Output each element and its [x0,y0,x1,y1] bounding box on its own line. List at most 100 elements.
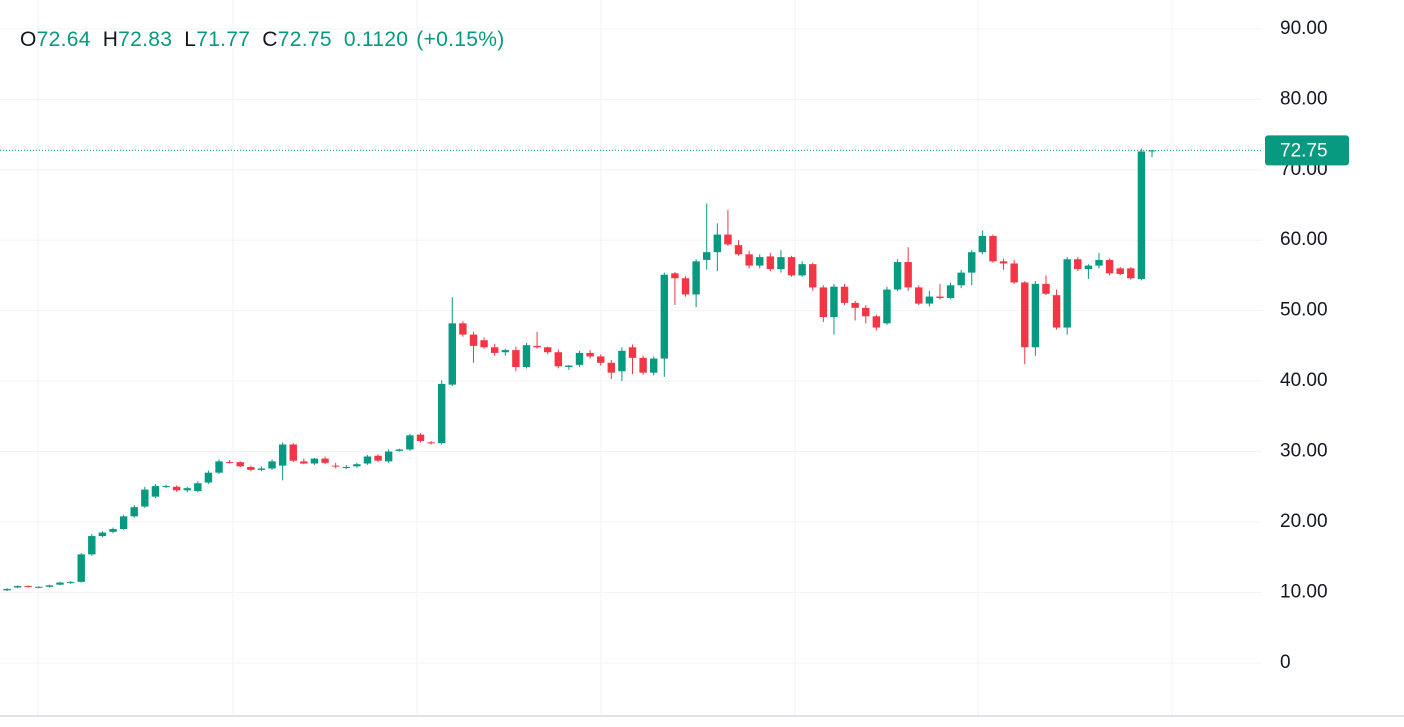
candle-body [384,451,393,462]
candle-body [77,554,85,582]
candle-body [183,488,191,491]
y-tick-label: 50.00 [1280,300,1328,321]
candle-body [3,588,11,591]
candle-body [628,347,637,358]
candle-body [787,257,796,276]
candle-body [607,362,616,373]
candle-body [437,383,446,444]
candle-body [310,458,319,464]
candle-body [703,252,711,260]
ohlc-legend: O72.64 H72.83 L71.77 C72.75 0.1120 (+0.15%) [20,28,517,52]
candle-body [331,465,340,467]
candle-body [554,352,563,367]
candle-body [35,586,43,588]
candle-body [681,278,690,295]
candle-body [671,273,679,279]
candle-body [490,347,499,353]
candle-body [416,434,425,441]
change: 0.1120 [343,28,409,51]
candle-body [406,435,414,450]
candle-body [692,261,700,295]
candle-body [862,307,870,317]
candle-body [130,507,138,517]
candle-body [1031,283,1040,348]
candle-body [777,257,785,270]
candle-body [88,536,96,555]
candle-body [278,444,287,466]
candle-body [289,444,297,461]
y-tick-label: 40.00 [1280,370,1328,391]
candle-body [819,287,828,317]
change-pct: (+0.15%) [416,28,505,51]
candle-body [798,264,806,276]
y-tick-label: 0 [1280,652,1291,673]
candle-body [596,356,605,363]
candle-body [851,302,859,308]
y-tick-label: 10.00 [1280,581,1328,602]
candle-body [236,462,244,467]
label: H [102,28,119,51]
candle-body [66,581,75,583]
candle-body [936,296,944,298]
candle-body [172,486,181,491]
last-price-label: 72.75 [1280,140,1328,161]
candle-body [989,235,997,262]
candle-body [756,257,764,266]
candle-body [575,352,584,365]
candle-body [225,462,234,464]
candle-body [268,461,276,469]
candle-body [809,264,817,288]
candle-body [427,442,435,444]
candle-body [374,455,382,461]
candle-body [586,352,594,357]
candle-body [830,286,838,317]
candle-body [512,350,520,368]
candle-body [342,467,350,469]
candle-body [98,532,107,537]
candle-body [968,252,976,273]
value: 72.64 [36,28,91,51]
candle-body [13,586,22,588]
candle-body [204,472,213,483]
y-tick-label: 80.00 [1280,88,1328,109]
label: O [20,28,37,51]
candle-body [151,486,160,497]
candle-body [162,486,170,488]
candle-body [565,365,573,368]
candle-body [395,449,403,451]
y-tick-label: 60.00 [1280,229,1328,250]
y-tick-label: 20.00 [1280,511,1328,532]
candle-body [257,468,266,470]
candle-body [459,323,467,335]
candle-body [872,316,881,328]
candle-body [321,458,329,463]
candle-body [1052,295,1061,328]
candle-body [1042,283,1050,294]
candle-body [1137,151,1146,279]
candle-body [1084,265,1093,270]
candle-body [999,261,1008,264]
candle-body [1095,259,1103,266]
candle-body [215,461,223,473]
candle-body [618,350,626,372]
candle-body [522,345,531,368]
candle-body [946,285,955,298]
candle-body [650,358,658,373]
candle-body [893,262,902,290]
candle-body [1105,259,1114,274]
candle-body [109,529,117,532]
candle-body [1063,259,1071,328]
candle-body [745,254,753,266]
label: C [262,28,278,51]
candle-body [56,582,64,585]
candle-body [141,489,149,507]
candle-body [194,483,202,491]
candle-body [978,235,987,253]
candle-body [1127,268,1135,279]
candle-body [904,262,912,288]
candle-body [1010,263,1018,283]
candle-body [469,334,478,346]
value: 71.77 [196,28,251,51]
